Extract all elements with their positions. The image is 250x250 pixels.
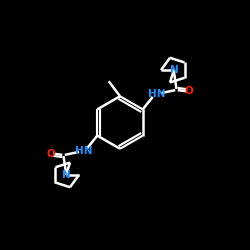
Text: N: N — [62, 170, 70, 180]
Text: HN: HN — [75, 146, 92, 156]
Text: O: O — [47, 148, 56, 159]
Text: N: N — [170, 65, 178, 75]
Text: HN: HN — [148, 89, 165, 99]
Text: O: O — [184, 86, 193, 96]
